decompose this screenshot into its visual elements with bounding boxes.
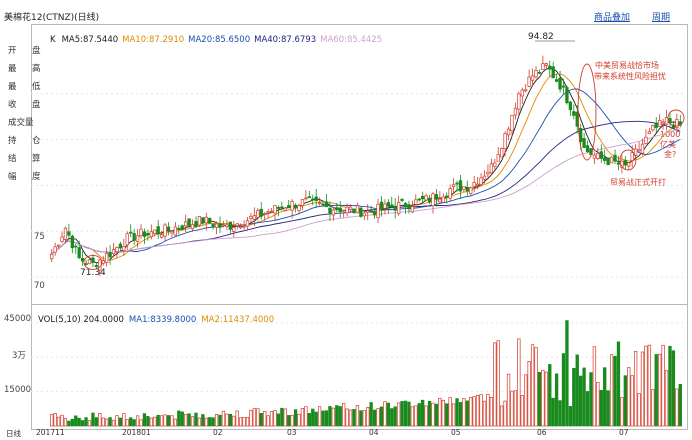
label-settle-1: 结: [8, 154, 17, 164]
label-range-2: 度: [32, 172, 41, 182]
annotation-trade-war-start: 贸易战正式开打: [610, 178, 666, 187]
annotation-trade-war-risk-1: 中美贸易战恰市场: [595, 61, 659, 70]
high-price-label: 94.82: [528, 32, 554, 42]
vol-legend: VOL(5,10) 204.0000 MA1:8339.8000 MA2:11437…: [38, 307, 279, 325]
label-close-1: 收: [8, 100, 17, 110]
label-low-2: 低: [32, 82, 41, 92]
period-link[interactable]: 周期: [652, 13, 671, 23]
x-axis-label: 04: [369, 428, 379, 437]
low-price-label: 71.34: [80, 268, 106, 278]
ma-legend: K MA5:87.5440 MA10:87.2910 MA20:85.6500 MA40…: [50, 27, 386, 45]
label-open-2: 盘: [32, 46, 41, 56]
x-axis-label: 07: [619, 428, 629, 437]
volume-axis-45000: 45000: [4, 314, 32, 324]
label-open-1: 开: [8, 46, 17, 56]
x-axis-label: 03: [287, 428, 297, 437]
label-range-1: 幅: [8, 172, 17, 182]
ma-prefix: K: [50, 35, 56, 45]
ma-legend-item: MA5:87.5440: [61, 35, 119, 45]
x-axis-label: 201801: [122, 428, 151, 437]
annotation-trade-war-risk-2: 带来系统性风险担忧: [594, 72, 666, 81]
vol-legend-item: VOL(5,10) 204.0000: [38, 315, 124, 325]
x-axis-label: 02: [213, 428, 223, 437]
annotation-1000: 1000: [660, 130, 681, 139]
x-axis-label: 日线: [6, 429, 21, 438]
ma-legend-item: MA20:85.6500: [188, 35, 251, 45]
overlay-commodity-link[interactable]: 商品叠加: [594, 13, 631, 23]
label-high-1: 最: [8, 64, 17, 74]
vol-legend-item: MA2:11437.4000: [201, 315, 275, 325]
x-axis-label: 06: [537, 428, 547, 437]
x-axis-label: 05: [451, 428, 461, 437]
label-high-2: 高: [32, 64, 41, 74]
ma-legend-item: MA40:87.6793: [254, 35, 317, 45]
label-low-1: 最: [8, 82, 17, 92]
annotation-gold: 金?: [664, 150, 677, 159]
vol-legend-item: MA1:8339.8000: [128, 315, 197, 325]
volume-axis-15000: 15000: [4, 385, 32, 395]
ma-legend-item: MA10:87.2910: [122, 35, 185, 45]
price-axis-70: 70: [34, 281, 45, 291]
price-panel[interactable]: [31, 24, 688, 306]
info-panel: 开 盘 最 高 最 低 收 盘 成交量 持 仓 结 算 幅 度: [8, 44, 48, 184]
x-axis-label: 201711: [36, 428, 65, 437]
label-settle-2: 算: [32, 154, 41, 164]
label-close-2: 盘: [32, 100, 41, 110]
price-axis-75: 75: [34, 232, 45, 242]
volume-axis-30000: 3万: [12, 351, 26, 361]
annotation-billion-usd: 亿美: [660, 140, 676, 149]
window-title: 美棉花12(CTNZ)(日线): [4, 13, 100, 23]
label-oi-2: 仓: [32, 136, 41, 146]
label-oi-1: 持: [8, 136, 17, 146]
ma-legend-item: MA60:85.4425: [320, 35, 383, 45]
label-volume: 成交量: [8, 118, 34, 128]
